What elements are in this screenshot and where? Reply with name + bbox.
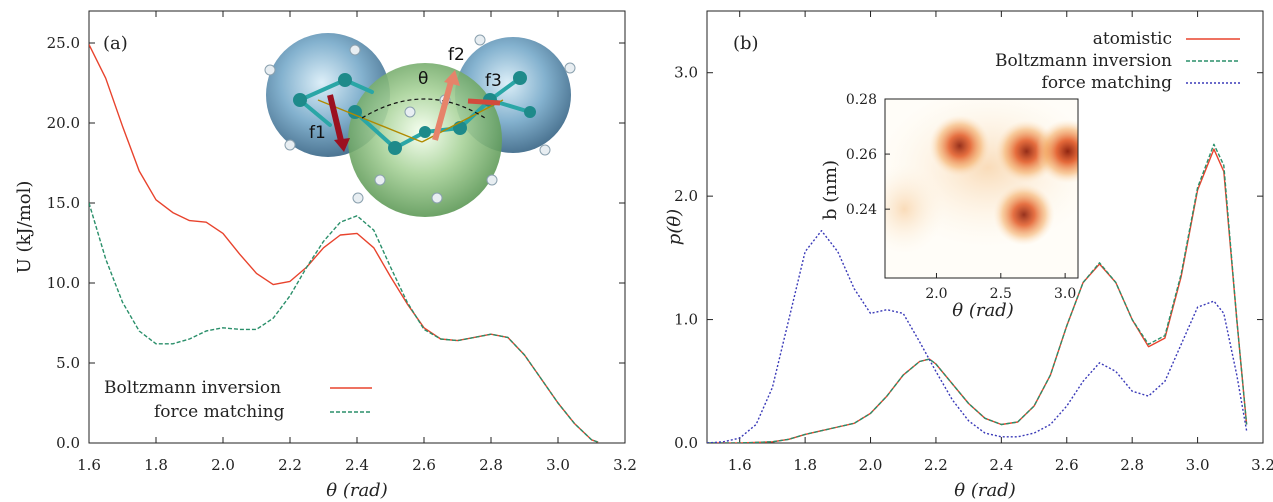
panel-b-xtick-label: 1.8 <box>793 456 817 474</box>
force-arrowhead-f2 <box>444 70 460 86</box>
inset-ytick-label: 0.24 <box>846 202 877 218</box>
panel-a-label: (a) <box>103 33 128 54</box>
panel-a-xtick-label: 2.4 <box>345 456 369 474</box>
hydrogen-atoms <box>264 34 576 204</box>
legend-a-entry-1-label: Boltzmann inversion <box>104 378 281 398</box>
force-arrowhead-f1 <box>334 138 350 152</box>
panel-a-xtick-label: 2.8 <box>479 456 503 474</box>
panel-a-xtick-label: 2.6 <box>412 456 436 474</box>
panel-a-xtick-label: 1.6 <box>77 456 101 474</box>
inset-cluster-1 <box>929 115 991 177</box>
panel-b-ylabel: p(θ) <box>664 209 685 245</box>
inset-ytick-label: 0.28 <box>846 92 877 108</box>
panel-a-ytick-label: 10.0 <box>47 274 80 292</box>
inset-frame <box>884 98 1079 279</box>
f1-annotation: f1 <box>309 123 326 143</box>
inset-density-marks <box>885 99 1078 255</box>
panel-a-xtick-label: 3.0 <box>546 456 570 474</box>
f2-annotation: f2 <box>448 45 465 65</box>
panel-b-ytick-label: 1.0 <box>674 311 698 329</box>
panel-a-series <box>89 44 599 443</box>
theta-annotation: θ <box>418 69 428 89</box>
panel-a-ytick-label: 15.0 <box>47 194 80 212</box>
panel-a-xtick-label: 3.2 <box>613 456 637 474</box>
panel-a-xtick-label: 1.8 <box>144 456 168 474</box>
panel-a-xtick-label: 2.2 <box>278 456 302 474</box>
panel-b-xlabel: θ (rad) <box>954 480 1015 501</box>
panel-b-series-line-2 <box>707 143 1248 443</box>
panel-a-series-line-2 <box>89 202 599 443</box>
panel-b: 1.6 1.8 2.0 2.2 2.4 2.6 2.8 3.0 3.20.01.02.03.0 … <box>664 10 1273 501</box>
panel-a-xlabel: θ (rad) <box>326 480 387 501</box>
panel-b-xtick-label: 2.6 <box>1055 456 1079 474</box>
legend-b-entry-3-label: force matching <box>1042 73 1173 93</box>
inset-cluster-3 <box>1035 119 1078 184</box>
inset-xtick-label: 2.5 <box>990 286 1012 302</box>
inset-xtick-label: 2.0 <box>925 286 947 302</box>
panel-b-ytick-label: 2.0 <box>674 187 698 205</box>
force-arrow-f1 <box>327 94 345 146</box>
legend-b-entry-2-label: Boltzmann inversion <box>995 51 1172 71</box>
inset-ylabel: b (nm) <box>820 160 841 220</box>
force-arrow-f3 <box>467 98 501 106</box>
legend-a-entry-2-label: force matching <box>154 402 285 422</box>
panel-b-xtick-label: 2.8 <box>1120 456 1144 474</box>
panel-a-ytick-label: 0.0 <box>56 434 80 452</box>
panel-a-ytick-label: 5.0 <box>56 354 80 372</box>
inset-ticks: 2.0 2.5 3.0 0.24 0.26 0.28 <box>846 92 1076 302</box>
inset-xlabel: θ (rad) <box>952 300 1013 321</box>
panel-b-xtick-label: 3.0 <box>1186 456 1210 474</box>
inset-xtick-label: 3.0 <box>1054 286 1076 302</box>
panel-b-label: (b) <box>733 33 759 54</box>
panel-b-xtick-label: 2.4 <box>989 456 1013 474</box>
panel-b-ytick-label: 0.0 <box>674 434 698 452</box>
inset-cluster-4 <box>993 183 1055 246</box>
legend-b-entry-1-label: atomistic <box>1093 29 1172 49</box>
f3-annotation: f3 <box>485 71 502 91</box>
panel-a: 1.6 1.8 2.0 2.2 2.4 2.6 2.8 3.0 3.2 0.0 5.0 10.0 15.… <box>14 10 637 501</box>
panel-b-ticks: 1.6 1.8 2.0 2.2 2.4 2.6 2.8 3.0 3.2 0.0 1.0 2.0 3.0 <box>674 11 1273 474</box>
panel-b-legend: atomistic Boltzmann inversion force matc… <box>995 29 1240 93</box>
panel-a-ytick-label: 20.0 <box>47 114 80 132</box>
inset-heatmap: 2.0 2.5 3.0 0.24 0.26 0.28 θ (rad) b (nm) <box>820 92 1079 321</box>
panel-a-series-line-1 <box>89 44 599 443</box>
angle-arc <box>361 98 486 119</box>
panel-b-xtick-label: 2.2 <box>924 456 948 474</box>
panel-b-series <box>707 143 1248 443</box>
force-arrow-f2 <box>432 77 455 141</box>
panel-b-xtick-label: 2.0 <box>859 456 883 474</box>
molecule-illustration: θ f1 f2 f3 <box>264 33 576 217</box>
panel-b-series-line-3 <box>707 229 1248 443</box>
panel-a-ylabel: U (kJ/mol) <box>14 181 35 274</box>
panel-a-legend: Boltzmann inversion force matching <box>104 378 372 422</box>
panel-a-ticks: 1.6 1.8 2.0 2.2 2.4 2.6 2.8 3.0 3.2 0.0 5.0 10.0 15.… <box>47 11 637 474</box>
panel-b-ytick-label: 3.0 <box>674 64 698 82</box>
panel-b-frame <box>706 10 1264 444</box>
inset-haze <box>885 164 945 255</box>
panel-a-ytick-label: 25.0 <box>47 34 80 52</box>
panel-b-xtick-label: 1.6 <box>728 456 752 474</box>
panel-b-xtick-label: 3.2 <box>1251 456 1273 474</box>
panel-a-xtick-label: 2.0 <box>211 456 235 474</box>
inset-ytick-label: 0.26 <box>846 147 877 163</box>
